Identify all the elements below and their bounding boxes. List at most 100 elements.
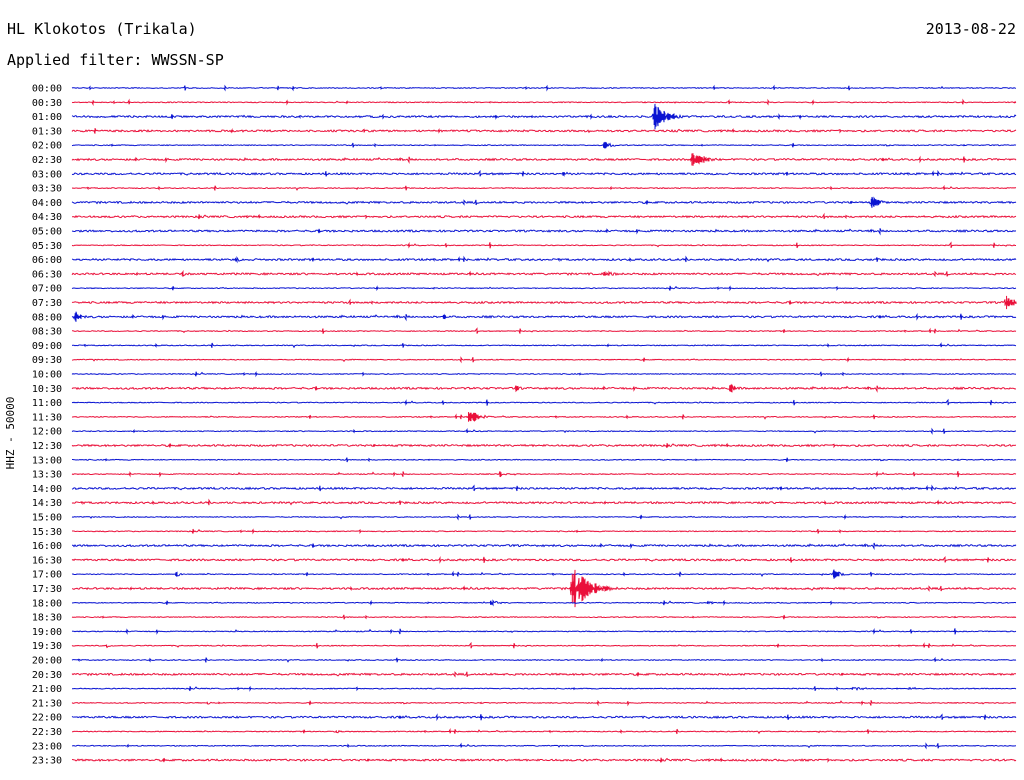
seismogram-trace [71,498,1017,506]
seismogram-trace [71,84,1017,92]
channel-label: HHZ - 50000 [1,397,21,470]
time-label: 19:00 [32,627,62,638]
time-label: 07:00 [32,284,62,295]
time-label: 02:30 [32,155,62,166]
time-label: 15:00 [32,513,62,524]
seismogram-trace [71,285,1017,292]
date-label: 2013-08-22 [925,20,1016,38]
time-label: 09:00 [32,341,62,352]
seismogram-trace [71,569,1017,579]
seismogram-trace [72,727,1017,735]
time-label: 05:30 [32,241,62,252]
time-label: 19:30 [32,641,62,652]
seismogram-trace [71,427,1017,435]
trace-group [71,84,1017,763]
seismogram-trace [71,269,1017,278]
time-label: 13:00 [32,455,62,466]
seismogram-trace [71,656,1017,663]
time-label: 21:30 [32,698,62,709]
time-label: 00:00 [32,84,62,95]
time-label: 21:00 [32,684,62,695]
seismogram-trace [72,542,1017,551]
time-label: 13:30 [32,470,62,481]
time-label: 20:00 [32,656,62,667]
time-label: 11:00 [32,398,62,409]
filter-label: Applied filter: WWSSN-SP [7,51,224,69]
time-label: 10:00 [32,370,62,381]
seismogram-trace [71,599,1017,607]
time-label: 12:00 [32,427,62,438]
time-label: 14:00 [32,484,62,495]
seismogram-trace [71,169,1017,177]
seismogram-trace [71,412,1017,422]
time-label: 22:30 [32,727,62,738]
seismogram-trace [71,627,1017,635]
time-label: 16:30 [32,555,62,566]
channel-label-text: HHZ - 50000 [4,396,17,470]
seismogram-trace [71,311,1017,322]
time-label: 04:30 [32,212,62,223]
seismogram-trace [71,513,1017,521]
time-label: 02:00 [32,141,62,152]
seismogram-trace [71,641,1017,649]
time-label: 00:30 [32,98,62,109]
seismogram-trace [71,255,1017,264]
time-label-group: 00:00 00:30 01:00 01:30 02:00 02:30 03:00 03:30… [32,84,62,767]
time-label: 01:00 [32,112,62,123]
time-label: 09:30 [32,355,62,366]
time-label: 22:00 [32,713,62,724]
seismogram-trace [71,103,1017,130]
seismogram-trace [71,555,1017,564]
seismogram-trace [71,685,1017,692]
seismogram-trace [71,98,1017,107]
seismogram-trace [71,228,1017,236]
seismogram-trace [71,196,1017,208]
time-label: 08:00 [32,312,62,323]
seismogram-trace [71,153,1017,166]
seismogram-trace [71,141,1017,149]
seismogram-trace [71,742,1017,750]
time-label: 23:30 [32,756,62,767]
seismogram-trace [72,212,1017,220]
seismogram-trace [71,356,1016,364]
time-label: 23:00 [32,741,62,752]
seismogram-trace [71,342,1017,349]
time-label: 20:30 [32,670,62,681]
time-label: 17:00 [32,570,62,581]
seismogram-trace [71,241,1016,249]
time-label: 03:00 [32,169,62,180]
time-label: 10:30 [32,384,62,395]
seismogram-trace [72,457,1017,463]
time-label: 03:30 [32,184,62,195]
time-label: 01:30 [32,126,62,137]
seismogram-trace [71,383,1017,393]
time-label: 15:30 [32,527,62,538]
time-label: 05:00 [32,227,62,238]
seismogram-trace [71,713,1017,722]
seismogram-trace [71,327,1017,334]
seismogram-trace [71,184,1017,191]
time-label: 06:30 [32,269,62,280]
station-title: HL Klokotos (Trikala) [7,20,197,38]
time-label: 14:30 [32,498,62,509]
seismogram-trace [71,614,1017,620]
seismogram-trace [71,569,1017,608]
seismogram-trace [71,442,1017,449]
time-label: 07:30 [32,298,62,309]
seismogram-trace [71,484,1016,492]
time-label: 06:00 [32,255,62,266]
time-label: 11:30 [32,412,62,423]
time-label: 17:30 [32,584,62,595]
seismogram-trace [71,699,1017,707]
time-label: 04:00 [32,198,62,209]
seismogram-trace [71,127,1017,134]
seismogram-trace [72,528,1017,535]
time-label: 18:00 [32,598,62,609]
seismogram-trace [71,671,1016,678]
seismogram-trace [71,371,1017,378]
seismogram-trace [71,298,1017,307]
time-label: 16:00 [32,541,62,552]
seismogram-trace [71,470,1017,478]
seismogram-trace [71,757,1017,763]
